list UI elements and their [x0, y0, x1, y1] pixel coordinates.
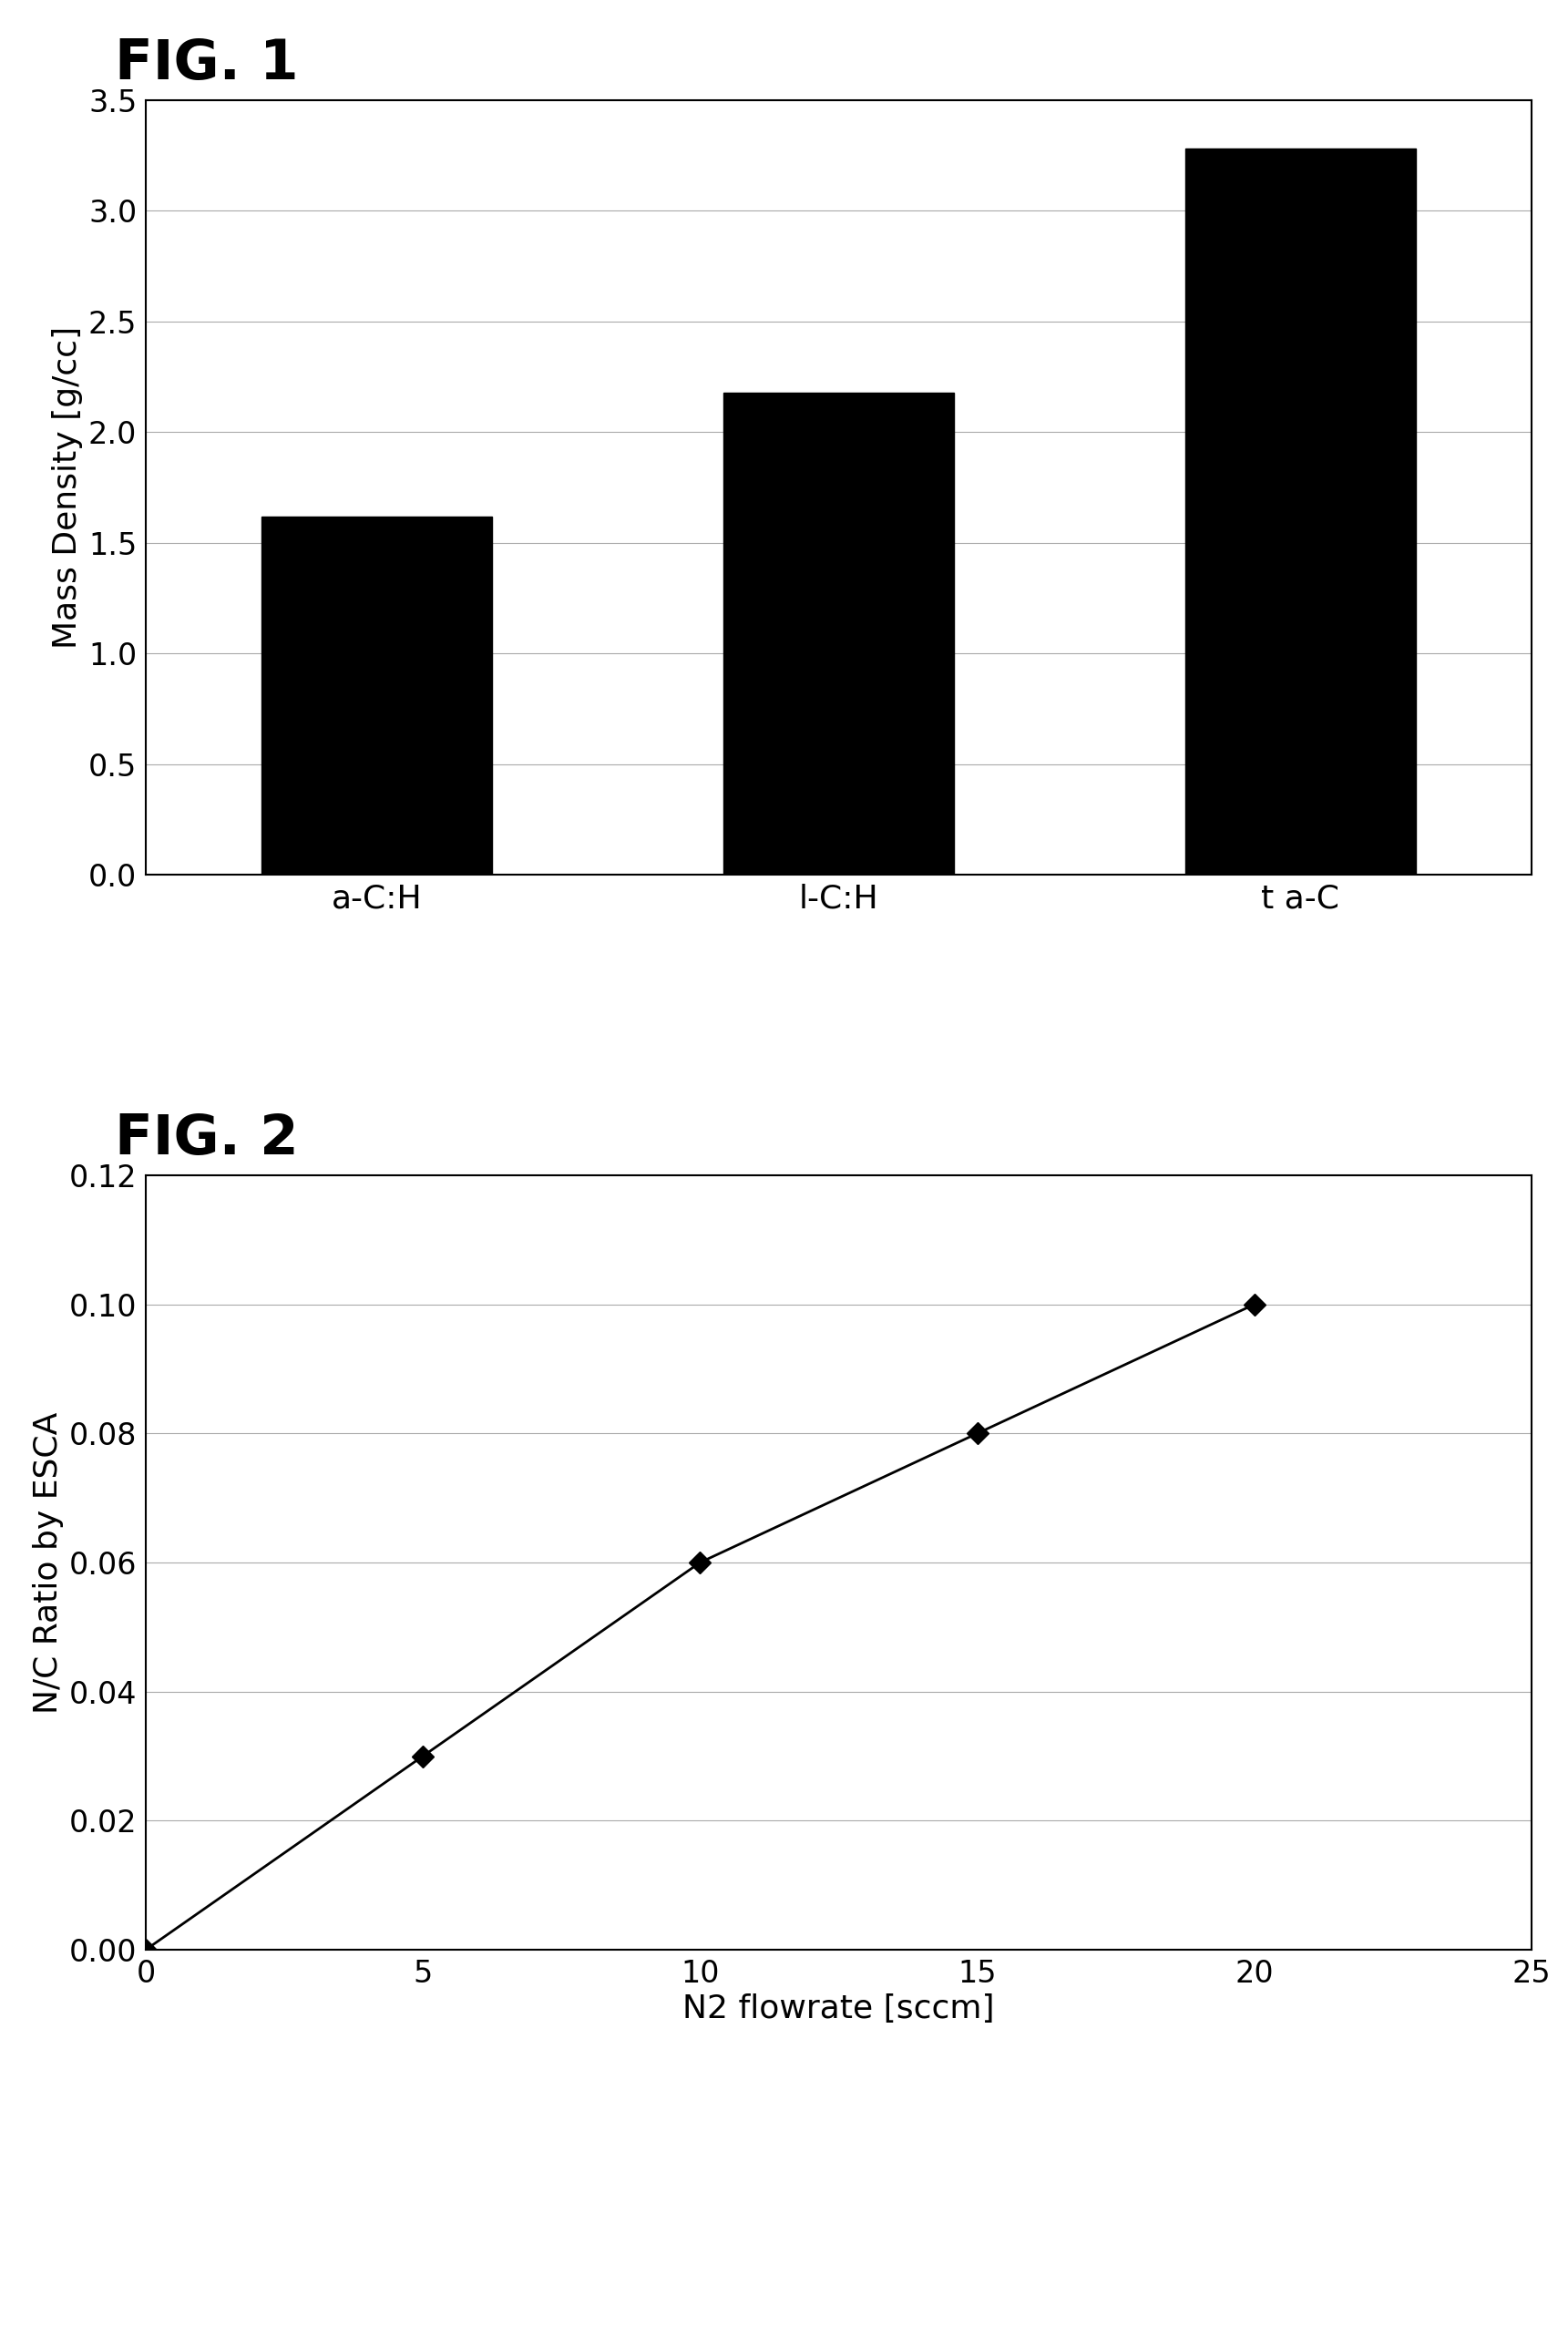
- Bar: [723, 392, 955, 874]
- Y-axis label: Mass Density [g/cc]: Mass Density [g/cc]: [52, 327, 83, 649]
- Text: FIG. 1: FIG. 1: [114, 37, 298, 91]
- Bar: [1185, 150, 1416, 874]
- X-axis label: N2 flowrate [sccm]: N2 flowrate [sccm]: [682, 1993, 994, 2025]
- Bar: [262, 516, 492, 874]
- Text: FIG. 2: FIG. 2: [114, 1112, 298, 1166]
- Y-axis label: N/C Ratio by ESCA: N/C Ratio by ESCA: [33, 1411, 64, 1712]
